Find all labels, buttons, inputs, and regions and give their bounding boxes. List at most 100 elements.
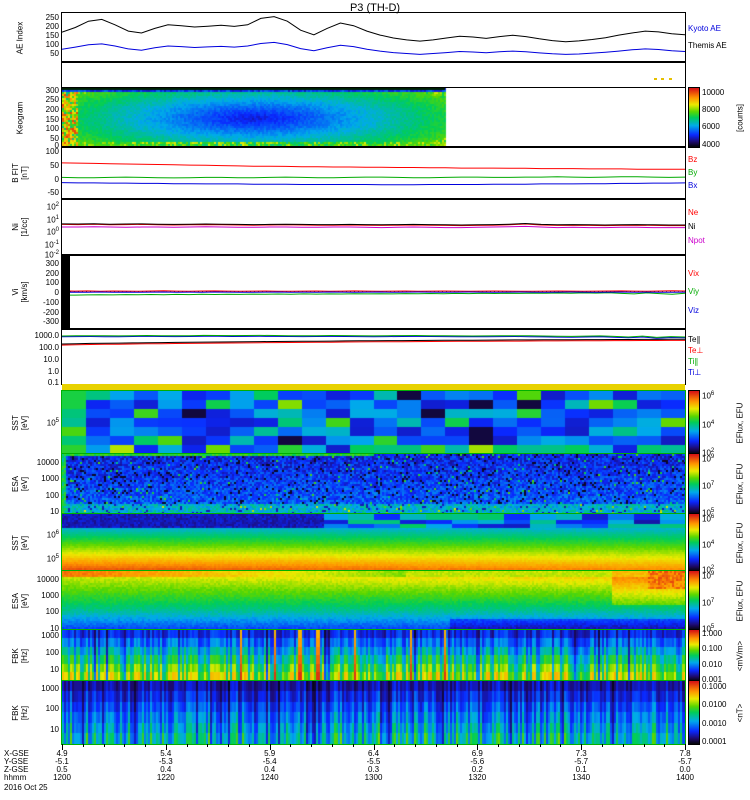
esa_i-colorbar-tick-label: 109 [702,571,715,581]
ae-ytick-label: 100 [45,39,59,49]
lineplot-ni [62,222,685,229]
colorbar-keo [689,88,699,147]
esa_i-ytick-label: 10 [50,623,59,633]
temp-series-label: Ti⊥ [688,368,702,377]
exponent: 2 [55,202,59,209]
ae-series-label: Kyoto AE [688,24,721,34]
fbk_b-ytick-label: 1000 [41,683,59,693]
bfit-ytick-label: -50 [47,188,59,198]
keo-ytick-label: 150 [45,114,59,124]
ae-ytick-label: 250 [45,12,59,22]
footer-value: -5.7 [678,757,692,766]
exponent: 9 [710,571,715,577]
esa_i-colorbar-tick-label: 107 [702,597,715,608]
series-ti-perp [62,335,685,339]
keo-colorbar-unit: [counts] [735,103,745,132]
fbk_e-axis-title: FBK [Hz] [11,647,29,664]
vi-ytick-label: 100 [45,278,59,288]
vi-ytick-label: 0 [54,288,59,297]
vi-ytick-label: -200 [42,307,59,317]
x-major-tick [685,744,686,750]
exponent: 9 [710,454,715,460]
ni-ytick-label: 102 [46,202,59,212]
status-band [62,384,685,391]
sst_i-colorbar-tick-label: 102 [702,565,715,575]
keo-ytick-label: 100 [45,124,59,133]
temp-ytick-label: 1000.0 [34,331,59,341]
ni-ytick-label: 100 [46,227,59,237]
bfit-ytick-label: 100 [45,147,59,157]
fbk_e-ytick-label: 1000 [41,631,59,641]
plot-title: P3 (TH-D) [349,2,401,14]
colorbar-esa_e [689,454,699,514]
ni-ytick-label: 10-1 [44,239,59,250]
series-kyoto-ae [62,41,685,55]
exponent: 7 [710,597,715,604]
x-minor-tick [539,744,541,747]
footer-value: 5.4 [160,749,172,758]
bfit-series-label: Bz [688,155,698,164]
fbk_e-colorbar-unit: <mV/m> [735,640,745,671]
x-minor-tick [435,744,437,747]
temp-ytick-label: 10.0 [43,355,59,365]
esa_i-colorbar-unit: EFlux, EFU [735,580,745,621]
x-minor-tick [415,744,416,747]
keo-colorbar-tick-label: 6000 [702,122,720,132]
colorbar-sst_i [689,514,699,571]
footer-value: -5.6 [470,757,485,766]
footer-value: -5.4 [262,757,277,766]
temp-series-label: Te⊥ [688,346,704,355]
footer-value: -5.3 [158,757,173,766]
series-viy [62,292,685,296]
esa_e-ytick-label: 100 [45,490,59,500]
footer-value: -5.5 [366,757,381,766]
exponent: 1 [55,214,59,221]
x-minor-tick [124,744,126,747]
spectrogram-esa_e [62,454,685,514]
sst_e-colorbar-tick-label: 104 [702,419,715,430]
spectrogram-sst_i [62,514,685,571]
x-minor-tick [643,744,645,747]
x-minor-tick [103,744,105,747]
exponent: 5 [710,508,715,514]
footer-value: 0.3 [367,765,380,774]
fbk_b-axis-title: FBK [Hz] [11,704,29,721]
footer-value: 1220 [156,773,175,782]
exponent: 5 [55,553,59,560]
spectrogram-keo [62,88,685,147]
sst_e-colorbar-tick-label: 106 [702,391,715,401]
series-npot [62,225,685,229]
data-dot [654,78,657,80]
series-te-par [62,338,685,345]
vi-ytick-label: 200 [45,268,59,278]
x-minor-tick [560,744,562,747]
vi-ytick-label: 300 [45,258,59,268]
lineplot-temp [62,334,685,346]
fbk_b-ytick-label: 10 [50,725,59,735]
esa_e-colorbar-tick-label: 105 [702,508,715,518]
data-dot [661,78,664,80]
spectrogram-sst_e [62,391,685,454]
lineplot-vi [62,255,685,329]
footer-value: 6.4 [367,749,380,758]
footer-value: 0.5 [56,765,68,774]
series-bz [62,162,685,170]
series-te-perp [62,339,685,346]
keo-axis-title: Keogram [15,101,25,134]
ni-ytick-label: 101 [46,214,59,225]
temp-series-label: Te∥ [688,335,701,344]
data-dot [669,78,672,80]
sst_i-ytick-label: 105 [46,553,59,564]
exponent: 4 [710,539,715,546]
fbk_e-colorbar-tick-label: 1.000 [702,628,723,638]
esa_e-colorbar-tick-label: 109 [702,454,715,464]
footer-value: 0.4 [160,765,172,774]
sst_e-colorbar-tick-label: 102 [702,447,715,458]
footer-row-label: hhmm [4,773,27,782]
bfit-series-label: By [688,168,698,177]
x-minor-tick [82,744,84,747]
footer-value: 5.9 [264,749,276,758]
ae-ytick-label: 200 [45,21,59,31]
footer-value: 1320 [468,773,487,782]
esa_e-ytick-label: 1000 [41,474,59,484]
